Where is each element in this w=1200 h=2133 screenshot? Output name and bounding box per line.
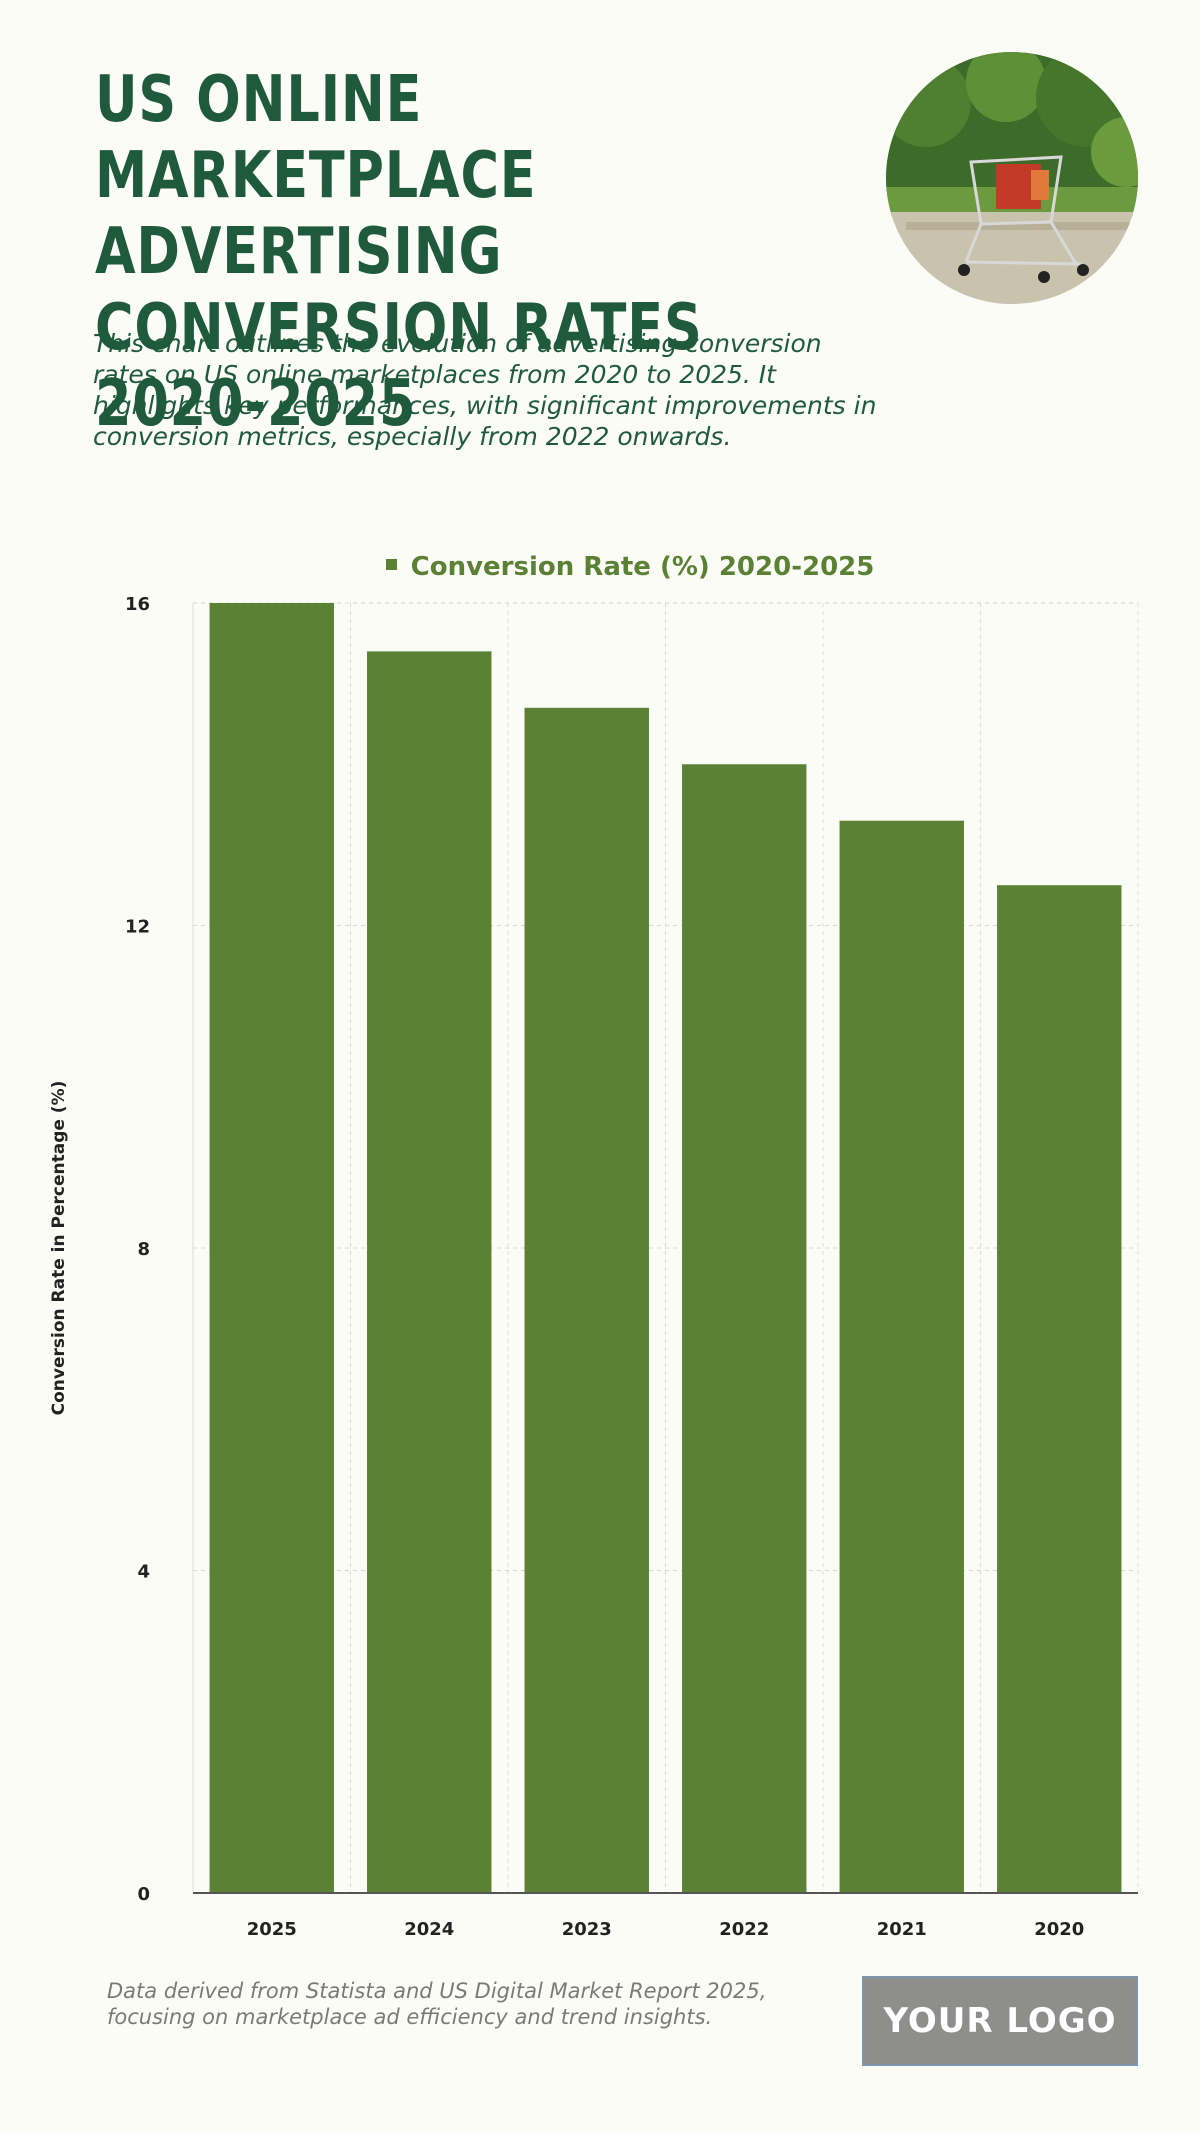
page-title: US ONLINE MARKETPLACE ADVERTISING CONVER…	[95, 63, 703, 441]
chart-description: This chart outlines the evolution of adv…	[93, 329, 877, 451]
logo-text: YOUR LOGO	[883, 2001, 1117, 2041]
legend-label: Conversion Rate (%) 2020-2025	[410, 552, 875, 582]
x-tick-label: 2024	[404, 1919, 454, 1940]
chart-legend: Conversion Rate (%) 2020-2025	[0, 552, 1200, 582]
x-tick-label: 2020	[1034, 1919, 1084, 1940]
y-tick-label: 12	[125, 917, 150, 938]
y-tick-label: 16	[125, 594, 150, 615]
y-axis-label: Conversion Rate in Percentage (%)	[49, 1081, 69, 1416]
bar-2021	[839, 820, 964, 1893]
bar-2024	[367, 651, 492, 1893]
logo-placeholder: YOUR LOGO	[862, 1976, 1138, 2066]
y-tick-label: 8	[137, 1239, 150, 1260]
x-tick-label: 2023	[562, 1919, 612, 1940]
y-tick-label: 4	[137, 1562, 150, 1583]
bar-2023	[524, 707, 649, 1893]
x-tick-label: 2025	[247, 1919, 297, 1940]
bar-2025	[209, 603, 334, 1893]
legend-swatch	[385, 559, 397, 570]
x-tick-label: 2021	[877, 1919, 927, 1940]
y-tick-label: 0	[137, 1884, 150, 1905]
bar-2022	[682, 764, 807, 1893]
source-note: Data derived from Statista and US Digita…	[107, 1979, 767, 2029]
x-tick-label: 2022	[719, 1919, 769, 1940]
bar-2020	[997, 885, 1122, 1893]
